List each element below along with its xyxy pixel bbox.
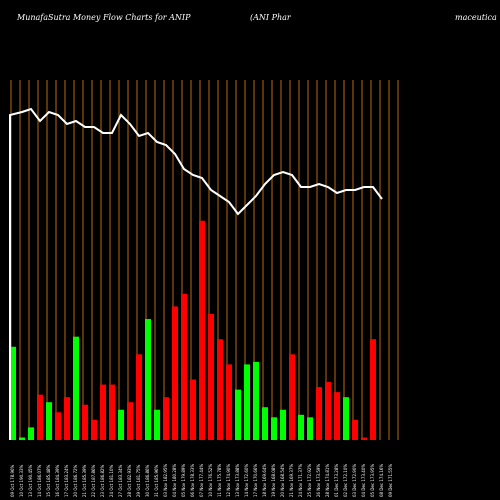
money-flow-bar xyxy=(10,346,16,440)
money-flow-bar xyxy=(370,339,376,440)
money-flow-bar xyxy=(262,407,268,440)
money-flow-bar xyxy=(334,392,340,440)
money-flow-bar xyxy=(280,409,286,440)
x-tick-label: 04 Dec 173.40% xyxy=(361,464,366,497)
x-tick-label: 25 Nov 172.92% xyxy=(307,464,312,497)
x-tick-label: 03 Dec 172.90% xyxy=(352,464,357,497)
money-flow-bar xyxy=(172,306,178,440)
x-tick-label: 05 Dec 173.95% xyxy=(370,464,375,497)
money-flow-bar xyxy=(298,414,304,440)
x-tick-label: 18 Nov 169.64% xyxy=(262,464,267,497)
money-flow-bar xyxy=(64,397,70,440)
money-flow-bar xyxy=(208,314,214,440)
x-tick-label: 21 Nov 169.37% xyxy=(289,464,294,497)
money-flow-bar xyxy=(118,409,124,440)
x-tick-label: 17 Oct 183.24% xyxy=(64,464,69,497)
x-tick-label: 30 Oct 186.86% xyxy=(145,464,150,497)
money-flow-bar xyxy=(226,364,232,440)
x-tick-labels: 09 Oct 178.96% 10 Oct 190.33% 13 Oct 190.4… xyxy=(10,464,393,497)
money-flow-bar xyxy=(73,336,79,440)
chart-title-right: maceutica xyxy=(455,13,497,22)
x-tick-label: 15 Oct 185.48% xyxy=(46,464,51,497)
x-tick-label: 28 Oct 182.93% xyxy=(127,464,132,497)
x-tick-label: 08 Dec 174.16% xyxy=(379,464,384,497)
x-tick-label: 20 Nov 168.54% xyxy=(280,464,285,497)
x-tick-label: 24 Nov 171.37% xyxy=(298,464,303,497)
x-tick-label: 02 Dec 172.10% xyxy=(343,464,348,497)
money-flow-bar xyxy=(253,361,259,440)
x-tick-label: 23 Oct 186.82% xyxy=(100,464,105,497)
money-flow-bars xyxy=(10,220,376,440)
x-tick-label: 16 Oct 184.39% xyxy=(55,464,60,497)
x-tick-label: 20 Oct 186.72% xyxy=(73,464,78,497)
money-flow-bar xyxy=(82,404,88,440)
x-tick-label: 12 Nov 174.90% xyxy=(226,464,231,497)
money-flow-bar xyxy=(361,437,367,440)
money-flow-bar xyxy=(217,339,223,440)
money-flow-bar xyxy=(163,397,169,440)
money-flow-bar xyxy=(316,387,322,440)
money-flow-bar xyxy=(109,384,115,440)
money-flow-bar xyxy=(271,417,277,440)
x-tick-label: 17 Nov 170.66% xyxy=(253,464,258,497)
money-flow-bar xyxy=(136,354,142,440)
x-tick-label: 07 Nov 177.44% xyxy=(199,464,204,497)
x-tick-label: 26 Nov 173.59% xyxy=(316,464,321,497)
money-flow-bar xyxy=(46,402,52,440)
money-flow-bar xyxy=(127,402,133,440)
x-tick-label: 09 Dec 171.55% xyxy=(388,464,393,497)
money-flow-bar xyxy=(37,394,43,440)
x-tick-label: 21 Oct 185.39% xyxy=(82,464,87,497)
money-flow-bar xyxy=(235,389,241,440)
money-flow-bar xyxy=(343,397,349,440)
money-flow-bar xyxy=(100,384,106,440)
x-tick-label: 10 Nov 176.52% xyxy=(208,464,213,497)
money-flow-bar xyxy=(55,412,61,440)
x-tick-label: 11 Nov 175.78% xyxy=(217,464,222,497)
chart-title-left: MunafaSutra Money Flow Charts for ANIP xyxy=(16,13,191,22)
x-tick-label: 31 Oct 185.96% xyxy=(154,464,159,497)
x-tick-label: 28 Nov 174.81% xyxy=(325,464,330,497)
money-flow-bar xyxy=(154,409,160,440)
money-flow-bar xyxy=(190,379,196,440)
money-flow-bar xyxy=(352,419,358,440)
money-flow-bar xyxy=(91,419,97,440)
x-tick-label: 04 Nov 180.28% xyxy=(172,464,177,497)
x-tick-label: 01 Dec 173.28% xyxy=(334,464,339,497)
money-flow-bar xyxy=(199,220,205,440)
x-tick-label: 05 Nov 179.89% xyxy=(181,464,186,497)
x-tick-label: 14 Oct 186.07% xyxy=(37,464,42,497)
x-tick-label: 13 Nov 173.88% xyxy=(235,464,240,497)
x-tick-label: 09 Oct 178.96% xyxy=(10,464,15,497)
money-flow-bar xyxy=(244,364,250,440)
x-tick-label: 13 Oct 190.45% xyxy=(28,464,33,497)
x-tick-label: 19 Nov 168.08% xyxy=(271,464,276,497)
money-flow-bar xyxy=(19,437,25,440)
money-flow-bar xyxy=(28,427,34,440)
x-tick-label: 27 Oct 183.34% xyxy=(118,464,123,497)
price-line xyxy=(9,107,383,440)
x-tick-label: 10 Oct 190.33% xyxy=(19,464,24,497)
x-tick-label: 03 Nov 182.95% xyxy=(163,464,168,497)
money-flow-bar xyxy=(289,354,295,440)
x-tick-label: 06 Nov 178.33% xyxy=(190,464,195,497)
chart-title-middle: (ANI Phar xyxy=(250,13,292,22)
x-tick-label: 22 Oct 187.86% xyxy=(91,464,96,497)
money-flow-bar xyxy=(145,319,151,440)
x-tick-label: 29 Oct 181.75% xyxy=(136,464,141,497)
money-flow-bar xyxy=(181,293,187,440)
x-tick-label: 24 Oct 181.10% xyxy=(109,464,114,497)
money-flow-bar xyxy=(325,382,331,440)
money-flow-bar xyxy=(307,417,313,440)
x-tick-label: 14 Nov 172.60% xyxy=(244,464,249,497)
